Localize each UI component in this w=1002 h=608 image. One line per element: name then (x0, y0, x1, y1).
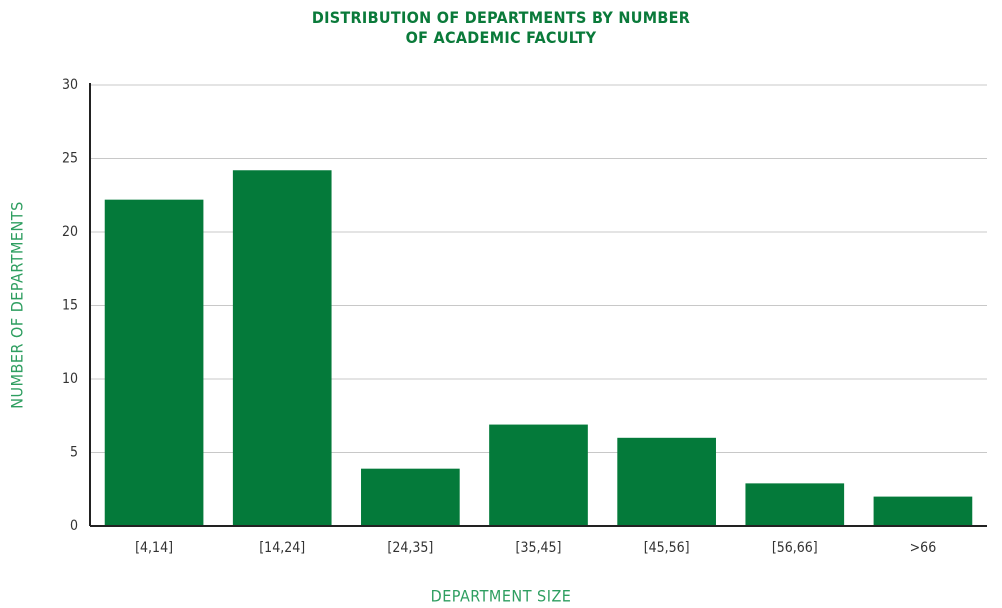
y-tick-label: 15 (62, 298, 78, 314)
bar (104, 199, 204, 526)
y-tick-label: 10 (62, 371, 78, 387)
bar (745, 483, 845, 526)
bar (361, 468, 460, 526)
x-axis-label: DEPARTMENT SIZE (431, 587, 572, 606)
y-tick-label: 5 (70, 445, 78, 461)
bar (489, 424, 588, 526)
x-tick-label: [45,56] (644, 540, 690, 556)
chart-title: DISTRIBUTION OF DEPARTMENTS BY NUMBER OF… (311, 8, 691, 47)
bar (617, 437, 716, 526)
x-tick-label: [4,14] (135, 540, 173, 556)
bar (232, 170, 332, 526)
y-axis-label: NUMBER OF DEPARTMENTS (8, 201, 27, 408)
x-tick-label: [14,24] (259, 540, 305, 556)
x-tick-label: >66 (910, 540, 937, 556)
y-tick-label: 30 (62, 77, 78, 93)
y-tick-label: 0 (70, 518, 78, 534)
x-tick-label: [56,66] (772, 540, 818, 556)
x-tick-label: [24,35] (387, 540, 433, 556)
x-tick-label: [35,45] (516, 540, 562, 556)
y-tick-label: 25 (62, 151, 78, 167)
bar (873, 496, 973, 526)
y-tick-label: 20 (62, 224, 78, 240)
